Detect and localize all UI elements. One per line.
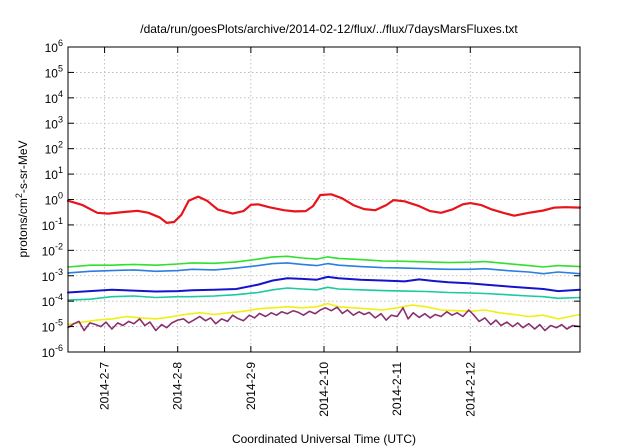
series-line-7 <box>67 306 581 332</box>
axes: 10-610-510-410-310-210-11001011021031041… <box>42 38 580 417</box>
x-tick-label: 2014-2-9 <box>244 362 258 410</box>
y-tick-exponent: -3 <box>55 267 63 277</box>
x-tick-label: 2014-2-11 <box>390 362 404 416</box>
y-tick-label: 10-2 <box>42 241 63 258</box>
y-tick-label: 10-1 <box>42 216 63 233</box>
y-tick-label: 103 <box>45 114 63 131</box>
series-line-6 <box>67 302 581 326</box>
y-tick-exponent: 5 <box>58 63 63 73</box>
y-tick-exponent: 3 <box>58 114 63 124</box>
y-tick-label: 10-5 <box>42 318 63 335</box>
y-tick-exponent: 4 <box>58 89 63 99</box>
x-tick-label: 2014-2-8 <box>171 362 185 410</box>
y-tick-exponent: 2 <box>58 140 63 150</box>
x-tick-label: 2014-2-7 <box>98 362 112 410</box>
grid-lines <box>68 47 580 352</box>
y-tick-label: 105 <box>45 63 63 80</box>
y-tick-label: 106 <box>45 38 63 55</box>
y-tick-exponent: -6 <box>55 343 63 353</box>
series-line-5 <box>67 286 581 301</box>
y-tick-exponent: -4 <box>55 292 63 302</box>
y-tick-label: 101 <box>45 165 63 182</box>
y-label-sup: 2 <box>14 193 24 198</box>
y-tick-exponent: 0 <box>58 191 63 201</box>
y-tick-exponent: -5 <box>55 318 63 328</box>
series-line-1 <box>66 193 582 224</box>
x-tick-label: 2014-2-10 <box>317 362 331 417</box>
y-tick-exponent: 6 <box>58 38 63 48</box>
y-tick-label: 102 <box>45 140 63 157</box>
series-line-2 <box>67 255 581 268</box>
y-label-rest: -s-sr-MeV <box>16 140 30 193</box>
y-label-base: protons/cm <box>16 198 30 257</box>
y-tick-label: 10-6 <box>42 343 63 360</box>
y-tick-label: 10-4 <box>42 292 63 309</box>
y-tick-exponent: 1 <box>58 165 63 175</box>
y-tick-label: 104 <box>45 89 63 106</box>
y-tick-exponent: -1 <box>55 216 63 226</box>
x-tick-label: 2014-2-12 <box>463 362 477 417</box>
x-axis-label: Coordinated Universal Time (UTC) <box>232 432 416 446</box>
chart-title: /data/run/goesPlots/archive/2014-02-12/f… <box>140 22 518 36</box>
y-tick-exponent: -2 <box>55 241 63 251</box>
y-axis-label: protons/cm2-s-sr-MeV <box>14 140 30 257</box>
series-line-4 <box>67 275 581 294</box>
y-tick-label: 100 <box>45 191 63 208</box>
series-line-3 <box>67 262 581 275</box>
series-layer <box>66 193 582 332</box>
y-tick-label: 10-3 <box>42 267 63 284</box>
